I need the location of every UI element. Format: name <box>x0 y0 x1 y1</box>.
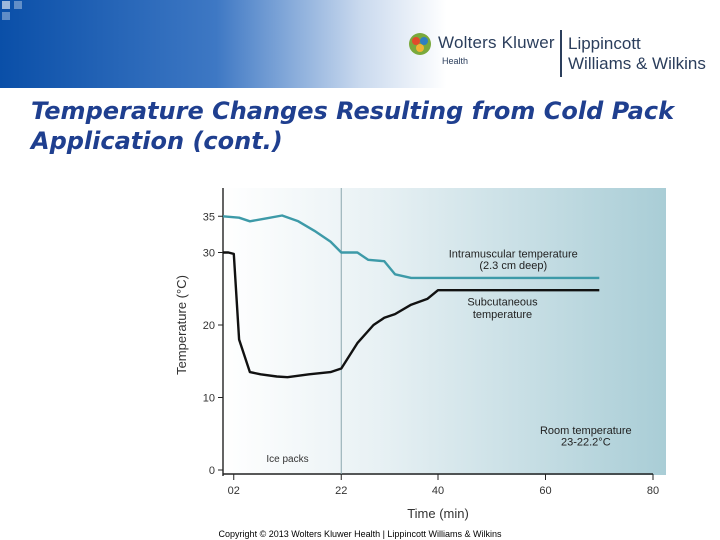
wolters-kluwer-globe-icon <box>409 33 431 55</box>
y-tick-label: 10 <box>203 393 215 405</box>
x-tick-label: 02 <box>228 485 240 497</box>
intramuscular-label: Intramuscular temperature <box>449 249 578 261</box>
intramuscular-series-line <box>222 214 600 280</box>
subcutaneous-series-line <box>223 251 600 379</box>
room-temperature-value: 23-22.2°C <box>561 436 611 448</box>
subcutaneous-label-line2: temperature <box>473 309 532 321</box>
temperature-chart: 0 10 20 30 35 02 22 40 60 80 Time (min) Temperature… <box>174 188 666 521</box>
room-temperature-label: Room temperature <box>540 425 632 437</box>
copyright-text: Copyright © 2013 Wolters Kluwer Health |… <box>218 529 502 539</box>
y-axis-title: Temperature (°C) <box>174 275 189 375</box>
brand-williams-wilkins: Williams & Wilkins <box>568 54 706 73</box>
corner-pattern <box>2 1 22 20</box>
x-tick-label: 40 <box>432 485 444 497</box>
brand-wolters-kluwer: Wolters Kluwer <box>438 33 555 52</box>
publisher-logo: Wolters Kluwer Health Lippincott William… <box>408 30 718 80</box>
y-tick-label: 30 <box>203 248 215 260</box>
subcutaneous-label: Subcutaneous <box>467 296 538 308</box>
x-tick-label: 80 <box>647 485 659 497</box>
brand-health: Health <box>442 56 469 66</box>
y-tick-label: 20 <box>203 320 215 332</box>
plot-area <box>222 188 666 475</box>
x-tick-label: 60 <box>539 485 551 497</box>
logo-divider <box>560 30 562 77</box>
x-axis-title: Time (min) <box>407 506 469 521</box>
intramuscular-depth-label: (2.3 cm deep) <box>479 260 547 272</box>
brand-lippincott: Lippincott <box>568 34 641 53</box>
slide-title: Temperature Changes Resulting from Cold … <box>31 97 675 155</box>
y-tick-label: 35 <box>203 211 215 223</box>
copyright-footer: Copyright © 2013 Wolters Kluwer Health |… <box>0 529 720 539</box>
header-banner <box>0 0 720 88</box>
ice-packs-label: Ice packs <box>266 454 308 465</box>
x-tick-label: 22 <box>335 485 347 497</box>
y-tick-label: 0 <box>209 465 215 477</box>
